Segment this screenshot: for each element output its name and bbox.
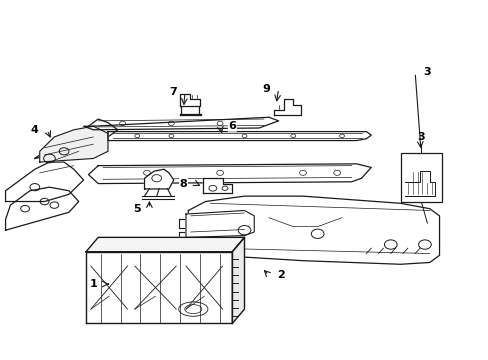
Polygon shape	[232, 237, 244, 323]
Polygon shape	[35, 119, 118, 158]
Polygon shape	[203, 178, 232, 193]
Text: 6: 6	[228, 121, 236, 131]
Polygon shape	[273, 99, 300, 116]
Polygon shape	[185, 211, 254, 237]
Text: 4: 4	[31, 125, 39, 135]
Polygon shape	[144, 169, 173, 189]
Polygon shape	[88, 164, 370, 184]
Bar	[400, 153, 441, 202]
Polygon shape	[185, 196, 439, 264]
Text: 8: 8	[179, 179, 187, 189]
Text: 2: 2	[277, 270, 285, 280]
Polygon shape	[405, 171, 434, 196]
Polygon shape	[83, 117, 278, 130]
Text: 9: 9	[262, 84, 270, 94]
Text: 1: 1	[89, 279, 97, 289]
Polygon shape	[40, 126, 108, 162]
Polygon shape	[5, 162, 83, 202]
Polygon shape	[5, 187, 79, 230]
Text: 5: 5	[133, 204, 141, 214]
Text: 7: 7	[168, 87, 176, 97]
Polygon shape	[180, 94, 199, 107]
Polygon shape	[108, 132, 370, 140]
Text: 3: 3	[423, 67, 430, 77]
Polygon shape	[86, 252, 232, 323]
Polygon shape	[86, 237, 244, 252]
Text: 3: 3	[417, 132, 424, 142]
